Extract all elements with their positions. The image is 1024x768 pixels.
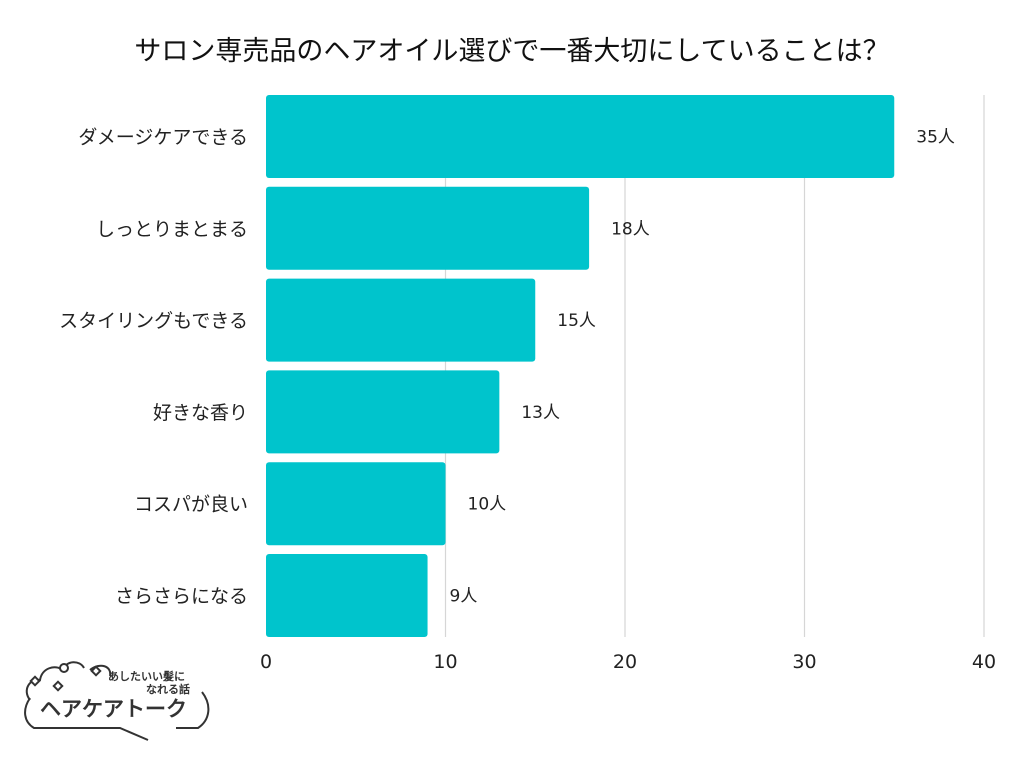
data-label: 15人 — [557, 311, 596, 331]
bar — [266, 370, 500, 454]
category-label: 好きな香り — [153, 402, 248, 424]
x-tick-label: 30 — [792, 651, 816, 673]
category-label: しっとりまとまる — [96, 218, 248, 240]
bar — [266, 186, 590, 270]
category-label: ダメージケアできる — [78, 127, 248, 149]
bar — [266, 278, 536, 362]
data-label: 9人 — [450, 587, 478, 607]
chart-title: サロン専売品のヘアオイル選びで一番大切にしていることは？ — [134, 36, 889, 67]
x-axis-ticks: 0 10 20 30 40 — [260, 651, 996, 673]
bar — [266, 95, 895, 178]
svg-text:なれる話: なれる話 — [146, 682, 190, 696]
svg-text:あしたいい髪に: あしたいい髪に — [108, 669, 185, 683]
data-label: 18人 — [611, 219, 650, 239]
x-tick-label: 0 — [260, 651, 272, 673]
data-label: 13人 — [521, 403, 560, 423]
category-label: スタイリングもできる — [59, 310, 248, 332]
logo-cloud-icon — [25, 661, 112, 701]
category-label: さらさらになる — [115, 586, 248, 608]
bar — [266, 462, 446, 546]
brand-logo: あしたいい髪に なれる話 ヘアケアトーク — [24, 661, 210, 741]
data-label: 10人 — [468, 495, 507, 515]
data-label: 35人 — [916, 128, 955, 148]
x-tick-label: 20 — [613, 651, 637, 673]
x-tick-label: 10 — [433, 651, 457, 673]
bar — [266, 554, 428, 637]
gridlines — [444, 95, 985, 637]
category-label: コスパが良い — [134, 494, 248, 516]
logo-speech-bubble — [24, 691, 210, 741]
svg-text:ヘアケアトーク: ヘアケアトーク — [40, 697, 187, 721]
x-tick-label: 40 — [972, 651, 996, 673]
